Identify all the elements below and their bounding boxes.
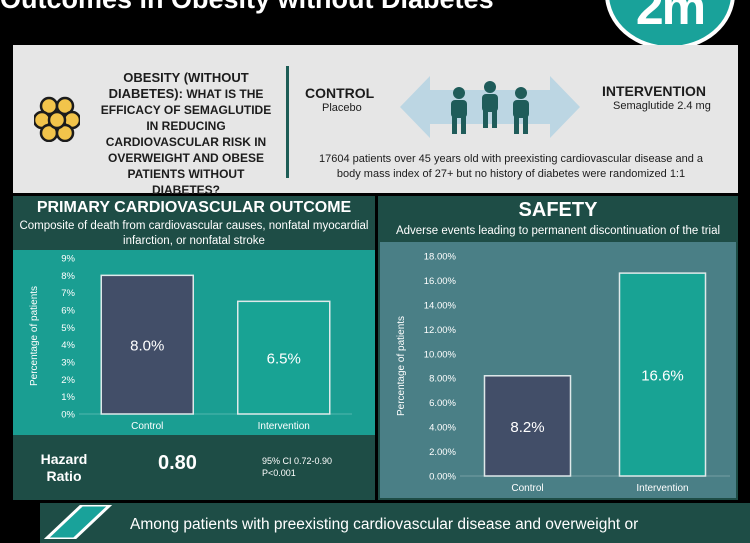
safety-ytick-label: 6.00% (429, 398, 456, 409)
confidence-interval: 95% CI 0.72-0.90 P<0.001 (262, 455, 332, 479)
safety-title: SAFETY (518, 199, 598, 221)
primary-ytick-label: 8% (61, 271, 75, 282)
population-text: 17604 patients over 45 years old with pr… (318, 153, 703, 180)
safety-ytick-label: 14.00% (424, 300, 457, 311)
primary-title: PRIMARY CARDIOVASCULAR OUTCOME (36, 199, 352, 216)
p-value: P<0.001 (262, 468, 296, 478)
primary-ytick-label: 6% (61, 306, 75, 317)
primary-ytick-label: 1% (61, 392, 75, 403)
primary-ytick-label: 3% (61, 358, 75, 369)
primary-bar-value-label: 6.5% (267, 351, 301, 368)
primary-ytick-label: 4% (61, 340, 75, 351)
safety-ytick-label: 8.00% (429, 374, 456, 385)
research-question: OBESITY (WITHOUT DIABETES): WHAT IS THE … (96, 70, 276, 198)
safety-chart: 0.00% 2.00% 4.00% 6.00% 8.00% 10.00% 12.00% 14.… (380, 242, 736, 498)
safety-bar-control (483, 375, 572, 477)
hazard-ratio-row (13, 437, 375, 500)
safety-ytick-label: 18.00% (424, 252, 457, 263)
primary-y-axis-label: Percentage of patients (29, 286, 40, 386)
question-band (13, 45, 738, 193)
primary-ytick-label: 7% (61, 288, 75, 299)
primary-bar-intervention (237, 300, 331, 415)
safety-ytick-label: 0.00% (429, 472, 456, 483)
safety-ytick-label: 2.00% (429, 447, 456, 458)
logo-text: 2m (635, 0, 706, 35)
primary-ytick-label: 5% (61, 323, 75, 334)
safety-ytick-label: 16.00% (424, 276, 457, 287)
primary-subtitle: Composite of death from cardiovascular c… (19, 220, 369, 247)
control-label: CONTROL (305, 85, 375, 101)
safety-xtick-label: Intervention (636, 483, 688, 494)
page-title: Outcomes in Obesity without Diabetes (0, 0, 620, 15)
primary-xtick-label: Control (131, 421, 163, 432)
safety-y-axis-label: Percentage of patients (396, 316, 407, 416)
question-lead: OBESITY (WITHOUT DIABETES): (108, 70, 249, 101)
safety-ytick-label: 12.00% (424, 325, 457, 336)
safety-ytick-label: 10.00% (424, 349, 457, 360)
control-sub: Placebo (322, 102, 362, 114)
primary-ytick-label: 2% (61, 375, 75, 386)
primary-ytick-label: 9% (61, 254, 75, 265)
primary-outcome-chart: 0% 1% 2% 3% 4% 5% 6% 7% 8% 9% Percentage of patien… (13, 250, 375, 435)
divider (286, 66, 289, 178)
intervention-label: INTERVENTION (602, 83, 706, 99)
pencil-icon (44, 505, 113, 539)
primary-bar-control (100, 274, 194, 415)
people-icon (451, 81, 529, 134)
safety-bar-value-label: 8.2% (510, 419, 544, 436)
safety-bar-intervention (618, 272, 707, 477)
safety-subtitle: Adverse events leading to permanent disc… (395, 225, 721, 237)
intervention-sub: Semaglutide 2.4 mg (613, 100, 711, 112)
question-body: WHAT IS THE EFFICACY OF SEMAGLUTIDE IN R… (100, 87, 272, 197)
primary-bar-value-label: 8.0% (130, 338, 164, 355)
hazard-ratio-label: Hazard Ratio (40, 451, 88, 484)
fat-cells-icon (34, 96, 80, 142)
safety-ytick-label: 4.00% (429, 423, 456, 434)
primary-ytick-label: 0% (61, 410, 75, 421)
randomization-arrow-icon (400, 76, 580, 138)
safety-bar-value-label: 16.6% (641, 368, 684, 385)
safety-xtick-label: Control (511, 483, 543, 494)
hazard-ratio-value: 0.80 (158, 452, 197, 474)
conclusion-text: Among patients with preexisting cardiova… (130, 516, 639, 533)
logo: 2m (605, 0, 735, 50)
ci-text: 95% CI 0.72-0.90 (262, 456, 333, 466)
primary-xtick-label: Intervention (258, 421, 310, 432)
